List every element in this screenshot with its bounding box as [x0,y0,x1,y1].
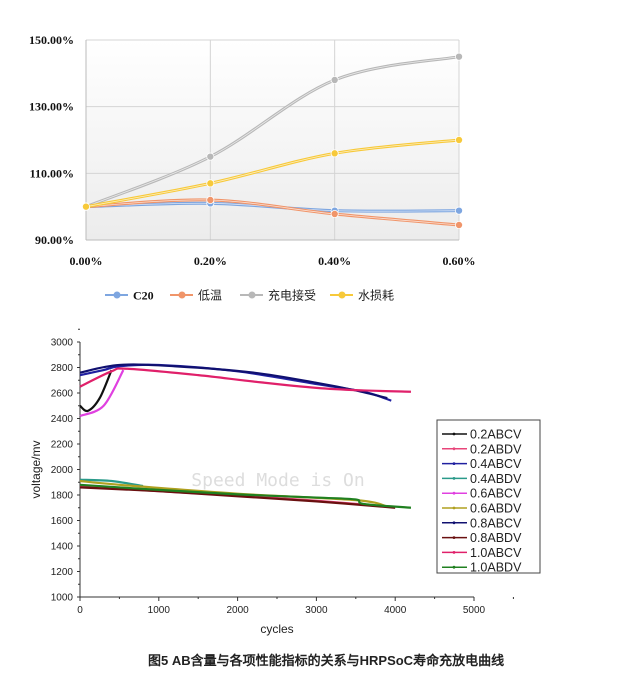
legend-label: 0.4ABCV [470,457,522,471]
figure-caption: 图5 AB含量与各项性能指标的关系与HRPSoC寿命充放电曲线 [148,653,504,668]
series-line-0.4ABDV [79,478,144,488]
data-point-水损耗 [330,149,339,158]
legend-marker [248,291,256,299]
y-tick-label: 1800 [51,491,74,502]
data-point-水损耗 [206,179,215,188]
y-tick-label: 2600 [51,389,74,400]
x-tick-label: 0 [77,605,83,616]
data-point-C20 [454,206,463,215]
y-tick-label: 110.00% [30,166,74,180]
legend-label: 1.0ABCV [470,546,522,560]
series-line-highlight [85,199,460,226]
legend-marker [452,565,456,569]
legend-label: 充电接受 [268,288,316,303]
x-tick-label: 5000 [463,605,486,616]
legend-marker [452,432,456,436]
y-tick-label: 150.00% [29,33,74,47]
y-axis-title: voltage/mv [29,440,43,498]
legend-marker [113,291,121,299]
x-tick-label: 0.00% [70,254,103,268]
legend-marker [452,536,456,539]
data-point-充电接受 [454,52,463,61]
x-tick-label: 1000 [148,605,171,616]
x-axis-title: cycles [260,622,293,636]
data-point-低温 [454,220,463,229]
legend-label: 0.8ABDV [470,531,522,545]
series-line-highlight [85,139,460,208]
legend-marker [452,521,456,525]
legend-label: C20 [133,289,154,303]
legend-label: 0.2ABDV [470,442,522,456]
data-point-水损耗 [454,135,463,144]
legend-label: 0.6ABDV [470,502,522,516]
x-tick-label: 0.20% [194,254,227,268]
data-point-充电接受 [330,76,339,85]
legend-label: 水损耗 [358,289,394,303]
y-tick-label: 2400 [51,414,74,425]
legend-marker [338,291,346,299]
legend-box [436,419,541,574]
series-line-0.2ABCV [79,369,113,413]
series-line-1.0ABCV [79,367,411,393]
y-tick-label: 1200 [51,567,74,578]
legend-marker [452,506,456,510]
data-point-低温 [330,209,339,218]
x-tick-label: 0.60% [443,254,476,268]
x-tick-label: 2000 [226,605,249,616]
y-tick-label: 130.00% [29,100,74,114]
legend-marker [452,477,456,480]
y-tick-label: 3000 [51,338,74,349]
y-tick-label: 1400 [51,542,74,553]
legend-marker [452,447,456,451]
legend-label: 0.8ABCV [470,516,522,530]
y-tick-label: 2800 [51,363,74,374]
legend-label: 低温 [198,289,222,303]
y-tick-label: 2200 [51,440,74,451]
x-tick-label: 3000 [305,605,328,616]
legend-label: 0.4ABDV [470,472,522,486]
y-tick-label: 1600 [51,516,74,527]
data-point-充电接受 [206,152,215,161]
data-point-水损耗 [82,202,91,211]
top-line-chart: 90.00% 110.00% 130.00% 150.00% 0.00% 0.20% 0.4… [29,33,476,303]
legend-label: 1.0ABDV [470,561,522,575]
y-tick-label: 90.00% [35,233,74,247]
legend-label: 0.6ABCV [470,487,522,501]
bottom-line-chart: 1000 1200 1400 1600 1800 2000 2200 2400 2600 2800… [29,328,541,636]
x-tick-label: 0.40% [318,254,351,268]
legend-marker [452,551,456,554]
legend-marker [452,491,456,495]
series-line-1.0ABDV [79,483,412,509]
x-tick-label: 4000 [384,605,407,616]
y-tick-label: 1000 [51,593,74,604]
series-line-0.6ABCV [79,369,125,417]
series-line-0.8ABDV [79,486,396,509]
legend-label: 0.2ABCV [470,428,522,442]
legend-marker [178,291,186,299]
y-tick-label: 2000 [51,465,74,476]
series-line-highlight [85,56,460,208]
data-point-低温 [206,195,215,204]
watermark-text: Speed Mode is On [191,470,364,491]
legend-marker [452,462,456,465]
